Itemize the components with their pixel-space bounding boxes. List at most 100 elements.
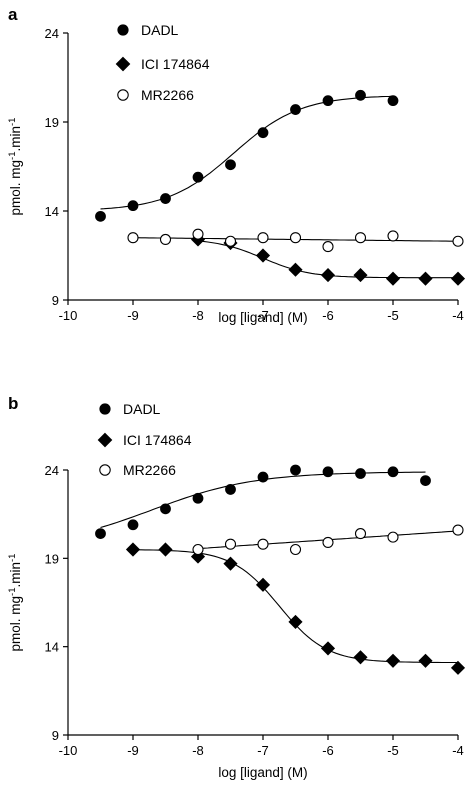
x-tick-label: -5 — [387, 743, 399, 758]
y-tick-label: 14 — [45, 640, 59, 655]
legend-marker-mr2266 — [99, 464, 111, 476]
x-tick-label: -4 — [452, 743, 464, 758]
data-point-mr2266 — [192, 228, 204, 240]
legend-label-mr2266: MR2266 — [123, 462, 176, 478]
y-axis-label: pmol. mg-1.min-1 — [7, 118, 23, 216]
panel-letter: a — [8, 5, 18, 24]
legend-marker-mr2266 — [117, 89, 129, 101]
data-point-dadl — [257, 127, 269, 139]
data-point-mr2266 — [127, 232, 139, 244]
data-point-mr2266 — [224, 235, 237, 247]
data-point-dadl — [355, 89, 366, 101]
x-tick-label: -8 — [192, 743, 204, 758]
x-axis-label: log [ligand] (M) — [218, 310, 307, 325]
data-point-dadl — [420, 475, 431, 487]
legend: DADL ICI 174864 MR2266 — [115, 22, 210, 103]
data-point-mr2266 — [354, 528, 367, 540]
data-point-dadl — [127, 200, 139, 212]
legend-marker-ici-174864 — [115, 56, 131, 72]
y-tick-label: 9 — [52, 728, 59, 743]
x-tick-label: -10 — [59, 308, 78, 323]
x-tick-label: -10 — [59, 743, 78, 758]
data-point-mr2266 — [192, 543, 204, 556]
y-tick-label: 19 — [45, 551, 59, 566]
data-point-dadl — [192, 171, 204, 183]
legend-marker-dadl — [99, 403, 111, 415]
y-tick-label: 24 — [45, 463, 59, 478]
legend-label-ici-174864: ICI 174864 — [141, 56, 210, 72]
x-tick-label: -5 — [387, 308, 399, 323]
y-tick-label: 9 — [52, 293, 59, 308]
data-point-dadl — [322, 466, 334, 478]
x-tick-label: -8 — [192, 308, 204, 323]
data-point-ici-174864 — [353, 268, 368, 283]
data-point-dadl — [127, 519, 139, 531]
data-point-ici-174864 — [223, 556, 238, 571]
legend-label-ici-174864: ICI 174864 — [123, 432, 192, 448]
series-ici-174864 — [190, 232, 466, 286]
data-point-dadl — [257, 471, 269, 483]
data-point-mr2266 — [257, 538, 269, 550]
legend-label-dadl: DADL — [141, 22, 179, 38]
legend: DADL ICI 174864 MR2266 — [97, 401, 192, 478]
data-point-ici-174864 — [450, 271, 466, 286]
fit-curve-dadl — [100, 95, 394, 210]
legend-label-mr2266: MR2266 — [141, 87, 194, 103]
data-point-ici-174864 — [158, 542, 173, 557]
data-point-dadl — [160, 503, 171, 515]
series-dadl — [95, 89, 399, 222]
panel-b: b 9 14 19 24 -10 -9 -8 -7 -6 -5 -4 log [ligand] (M) p… — [7, 394, 466, 780]
panel-a: a 9 14 19 24 -10 -9 -8 -7 -6 -5 -4 log [ligand] (M) p… — [7, 5, 466, 325]
y-tick-label: 19 — [45, 115, 59, 130]
data-point-dadl — [225, 159, 236, 171]
x-tick-label: -4 — [452, 308, 464, 323]
data-point-ici-174864 — [255, 248, 271, 263]
data-point-ici-174864 — [125, 542, 141, 557]
data-point-dadl — [95, 210, 106, 222]
data-point-ici-174864 — [385, 653, 401, 668]
x-tick-label: -6 — [322, 743, 334, 758]
series-mr2266 — [127, 228, 464, 253]
data-point-ici-174864 — [288, 262, 303, 277]
data-point-dadl — [95, 528, 106, 539]
data-point-mr2266 — [322, 241, 334, 253]
fit-curve-ici-174864 — [132, 549, 458, 664]
data-point-dadl — [387, 95, 399, 107]
data-point-mr2266 — [387, 531, 399, 543]
data-point-mr2266 — [452, 524, 464, 536]
y-axis-label: pmol. mg-1.min-1 — [7, 554, 23, 652]
data-point-dadl — [290, 464, 301, 476]
data-point-dadl — [387, 466, 399, 478]
y-tick-label: 14 — [45, 204, 59, 219]
data-point-dadl — [192, 492, 204, 504]
data-point-mr2266 — [322, 536, 334, 548]
legend-marker-ici-174864 — [97, 432, 113, 448]
x-tick-label: -9 — [127, 308, 139, 323]
legend-label-dadl: DADL — [123, 401, 161, 417]
data-point-dadl — [322, 95, 334, 107]
data-point-ici-174864 — [418, 653, 433, 668]
data-point-mr2266 — [159, 233, 172, 246]
data-point-ici-174864 — [353, 650, 368, 665]
data-point-ici-174864 — [255, 577, 271, 592]
data-point-ici-174864 — [450, 660, 466, 675]
data-point-ici-174864 — [418, 271, 433, 286]
x-tick-label: -9 — [127, 743, 139, 758]
data-point-dadl — [225, 484, 236, 495]
data-point-dadl — [290, 104, 301, 115]
data-point-mr2266 — [289, 543, 302, 556]
x-tick-label: -6 — [322, 308, 334, 323]
data-point-mr2266 — [387, 230, 399, 242]
series-dadl — [95, 464, 431, 539]
legend-marker-dadl — [117, 24, 129, 36]
data-point-dadl — [160, 193, 171, 204]
data-point-mr2266 — [257, 232, 269, 244]
data-point-mr2266 — [452, 235, 464, 247]
x-tick-label: -7 — [257, 308, 269, 323]
data-point-mr2266 — [224, 538, 237, 550]
data-point-ici-174864 — [320, 268, 336, 283]
data-point-mr2266 — [289, 232, 302, 244]
panel-letter: b — [8, 394, 18, 413]
y-tick-label: 24 — [45, 26, 59, 41]
